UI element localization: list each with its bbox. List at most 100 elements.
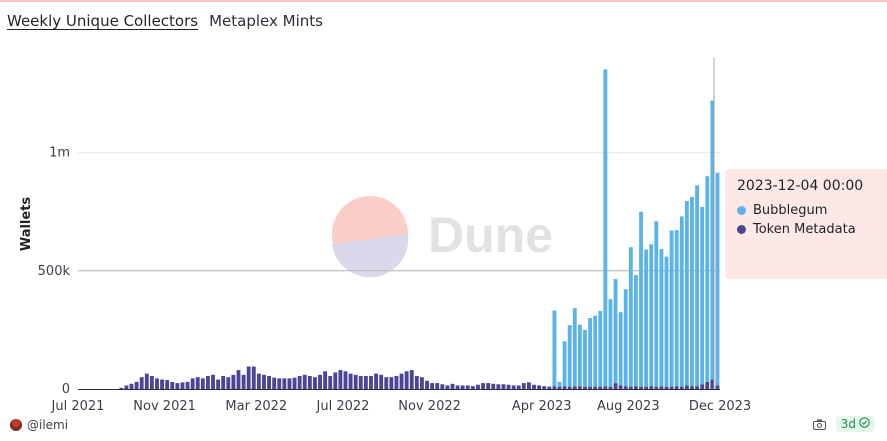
bar-bubblegum[interactable]	[644, 249, 649, 387]
bar-token-metadata[interactable]	[185, 381, 190, 389]
bar-token-metadata[interactable]	[333, 372, 338, 389]
bar-token-metadata[interactable]	[603, 386, 608, 389]
bar-token-metadata[interactable]	[715, 385, 720, 389]
bar-bubblegum[interactable]	[567, 325, 572, 387]
bar-token-metadata[interactable]	[165, 380, 170, 389]
bar-bubblegum[interactable]	[557, 381, 562, 387]
bar-bubblegum[interactable]	[588, 318, 593, 387]
bar-token-metadata[interactable]	[155, 378, 159, 389]
bar-bubblegum[interactable]	[618, 312, 623, 386]
bar-token-metadata[interactable]	[633, 386, 638, 389]
bar-token-metadata[interactable]	[542, 386, 547, 389]
bar-token-metadata[interactable]	[226, 377, 231, 389]
bar-token-metadata[interactable]	[532, 384, 536, 389]
bar-token-metadata[interactable]	[501, 384, 506, 389]
bar-token-metadata[interactable]	[302, 374, 307, 389]
bar-token-metadata[interactable]	[593, 386, 598, 389]
bar-token-metadata[interactable]	[119, 387, 124, 389]
bar-token-metadata[interactable]	[496, 384, 501, 389]
bar-token-metadata[interactable]	[353, 374, 358, 389]
bar-token-metadata[interactable]	[369, 376, 373, 389]
bar-token-metadata[interactable]	[134, 381, 139, 389]
bar-token-metadata[interactable]	[613, 383, 618, 389]
bar-token-metadata[interactable]	[343, 371, 348, 389]
bar-token-metadata[interactable]	[557, 386, 562, 389]
bar-token-metadata[interactable]	[516, 385, 521, 389]
bar-token-metadata[interactable]	[256, 373, 261, 389]
bar-token-metadata[interactable]	[659, 386, 664, 389]
bar-token-metadata[interactable]	[175, 383, 180, 389]
bar-token-metadata[interactable]	[511, 385, 516, 389]
bar-bubblegum[interactable]	[633, 275, 638, 387]
bar-bubblegum[interactable]	[623, 289, 628, 387]
bar-bubblegum[interactable]	[608, 299, 613, 387]
bar-token-metadata[interactable]	[649, 386, 654, 389]
bar-bubblegum[interactable]	[659, 249, 664, 387]
bar-token-metadata[interactable]	[292, 377, 297, 389]
bar-token-metadata[interactable]	[476, 384, 480, 389]
bar-token-metadata[interactable]	[246, 366, 251, 389]
bar-bubblegum[interactable]	[577, 324, 582, 387]
bar-bubblegum[interactable]	[552, 310, 557, 387]
bar-token-metadata[interactable]	[430, 383, 435, 389]
bar-token-metadata[interactable]	[710, 379, 715, 389]
bar-token-metadata[interactable]	[236, 370, 241, 389]
bar-bubblegum[interactable]	[649, 244, 654, 387]
bar-token-metadata[interactable]	[491, 383, 496, 389]
bar-token-metadata[interactable]	[552, 386, 557, 389]
bar-token-metadata[interactable]	[384, 377, 389, 389]
bar-token-metadata[interactable]	[705, 381, 710, 389]
bar-token-metadata[interactable]	[435, 383, 440, 389]
bar-token-metadata[interactable]	[588, 386, 593, 389]
bar-bubblegum[interactable]	[674, 230, 679, 387]
tab-metaplex-mints[interactable]: Metaplex Mints	[209, 12, 323, 30]
bar-bubblegum[interactable]	[695, 185, 700, 387]
bar-token-metadata[interactable]	[644, 386, 649, 389]
bar-token-metadata[interactable]	[440, 384, 445, 389]
author[interactable]: @ilemi	[10, 418, 68, 432]
bar-bubblegum[interactable]	[628, 247, 633, 387]
bar-token-metadata[interactable]	[679, 386, 684, 389]
bar-token-metadata[interactable]	[409, 370, 414, 389]
bar-token-metadata[interactable]	[572, 386, 577, 389]
bar-token-metadata[interactable]	[425, 380, 429, 390]
bar-token-metadata[interactable]	[567, 386, 572, 389]
bar-token-metadata[interactable]	[160, 379, 165, 389]
bar-token-metadata[interactable]	[267, 376, 272, 389]
bar-token-metadata[interactable]	[577, 386, 582, 389]
bar-bubblegum[interactable]	[572, 308, 577, 387]
bar-token-metadata[interactable]	[445, 385, 450, 389]
bar-token-metadata[interactable]	[419, 377, 424, 389]
bar-token-metadata[interactable]	[506, 384, 511, 389]
bar-token-metadata[interactable]	[562, 386, 567, 389]
bar-token-metadata[interactable]	[404, 371, 409, 389]
bar-token-metadata[interactable]	[180, 382, 185, 389]
bar-bubblegum[interactable]	[684, 201, 689, 386]
bar-bubblegum[interactable]	[664, 256, 669, 387]
bar-token-metadata[interactable]	[460, 385, 465, 389]
bar-bubblegum[interactable]	[705, 176, 710, 382]
bar-token-metadata[interactable]	[695, 386, 700, 389]
bar-token-metadata[interactable]	[547, 386, 552, 389]
tab-weekly-unique-collectors[interactable]: Weekly Unique Collectors	[7, 12, 199, 30]
bar-token-metadata[interactable]	[287, 378, 292, 389]
bar-token-metadata[interactable]	[700, 384, 705, 389]
bar-token-metadata[interactable]	[414, 376, 419, 389]
bar-token-metadata[interactable]	[450, 383, 455, 389]
bar-token-metadata[interactable]	[623, 386, 628, 389]
bar-token-metadata[interactable]	[455, 385, 460, 389]
bar-bubblegum[interactable]	[639, 211, 643, 387]
bar-token-metadata[interactable]	[251, 366, 256, 389]
bar-bubblegum[interactable]	[598, 310, 603, 387]
bar-token-metadata[interactable]	[654, 386, 659, 389]
bar-token-metadata[interactable]	[190, 378, 195, 389]
bar-token-metadata[interactable]	[526, 382, 531, 389]
bar-token-metadata[interactable]	[486, 383, 491, 389]
bar-token-metadata[interactable]	[521, 383, 526, 389]
bar-token-metadata[interactable]	[323, 371, 328, 389]
bar-token-metadata[interactable]	[216, 379, 221, 389]
bar-token-metadata[interactable]	[690, 386, 694, 389]
bar-bubblegum[interactable]	[690, 197, 694, 387]
bar-token-metadata[interactable]	[241, 374, 246, 389]
bar-bubblegum[interactable]	[715, 172, 720, 386]
